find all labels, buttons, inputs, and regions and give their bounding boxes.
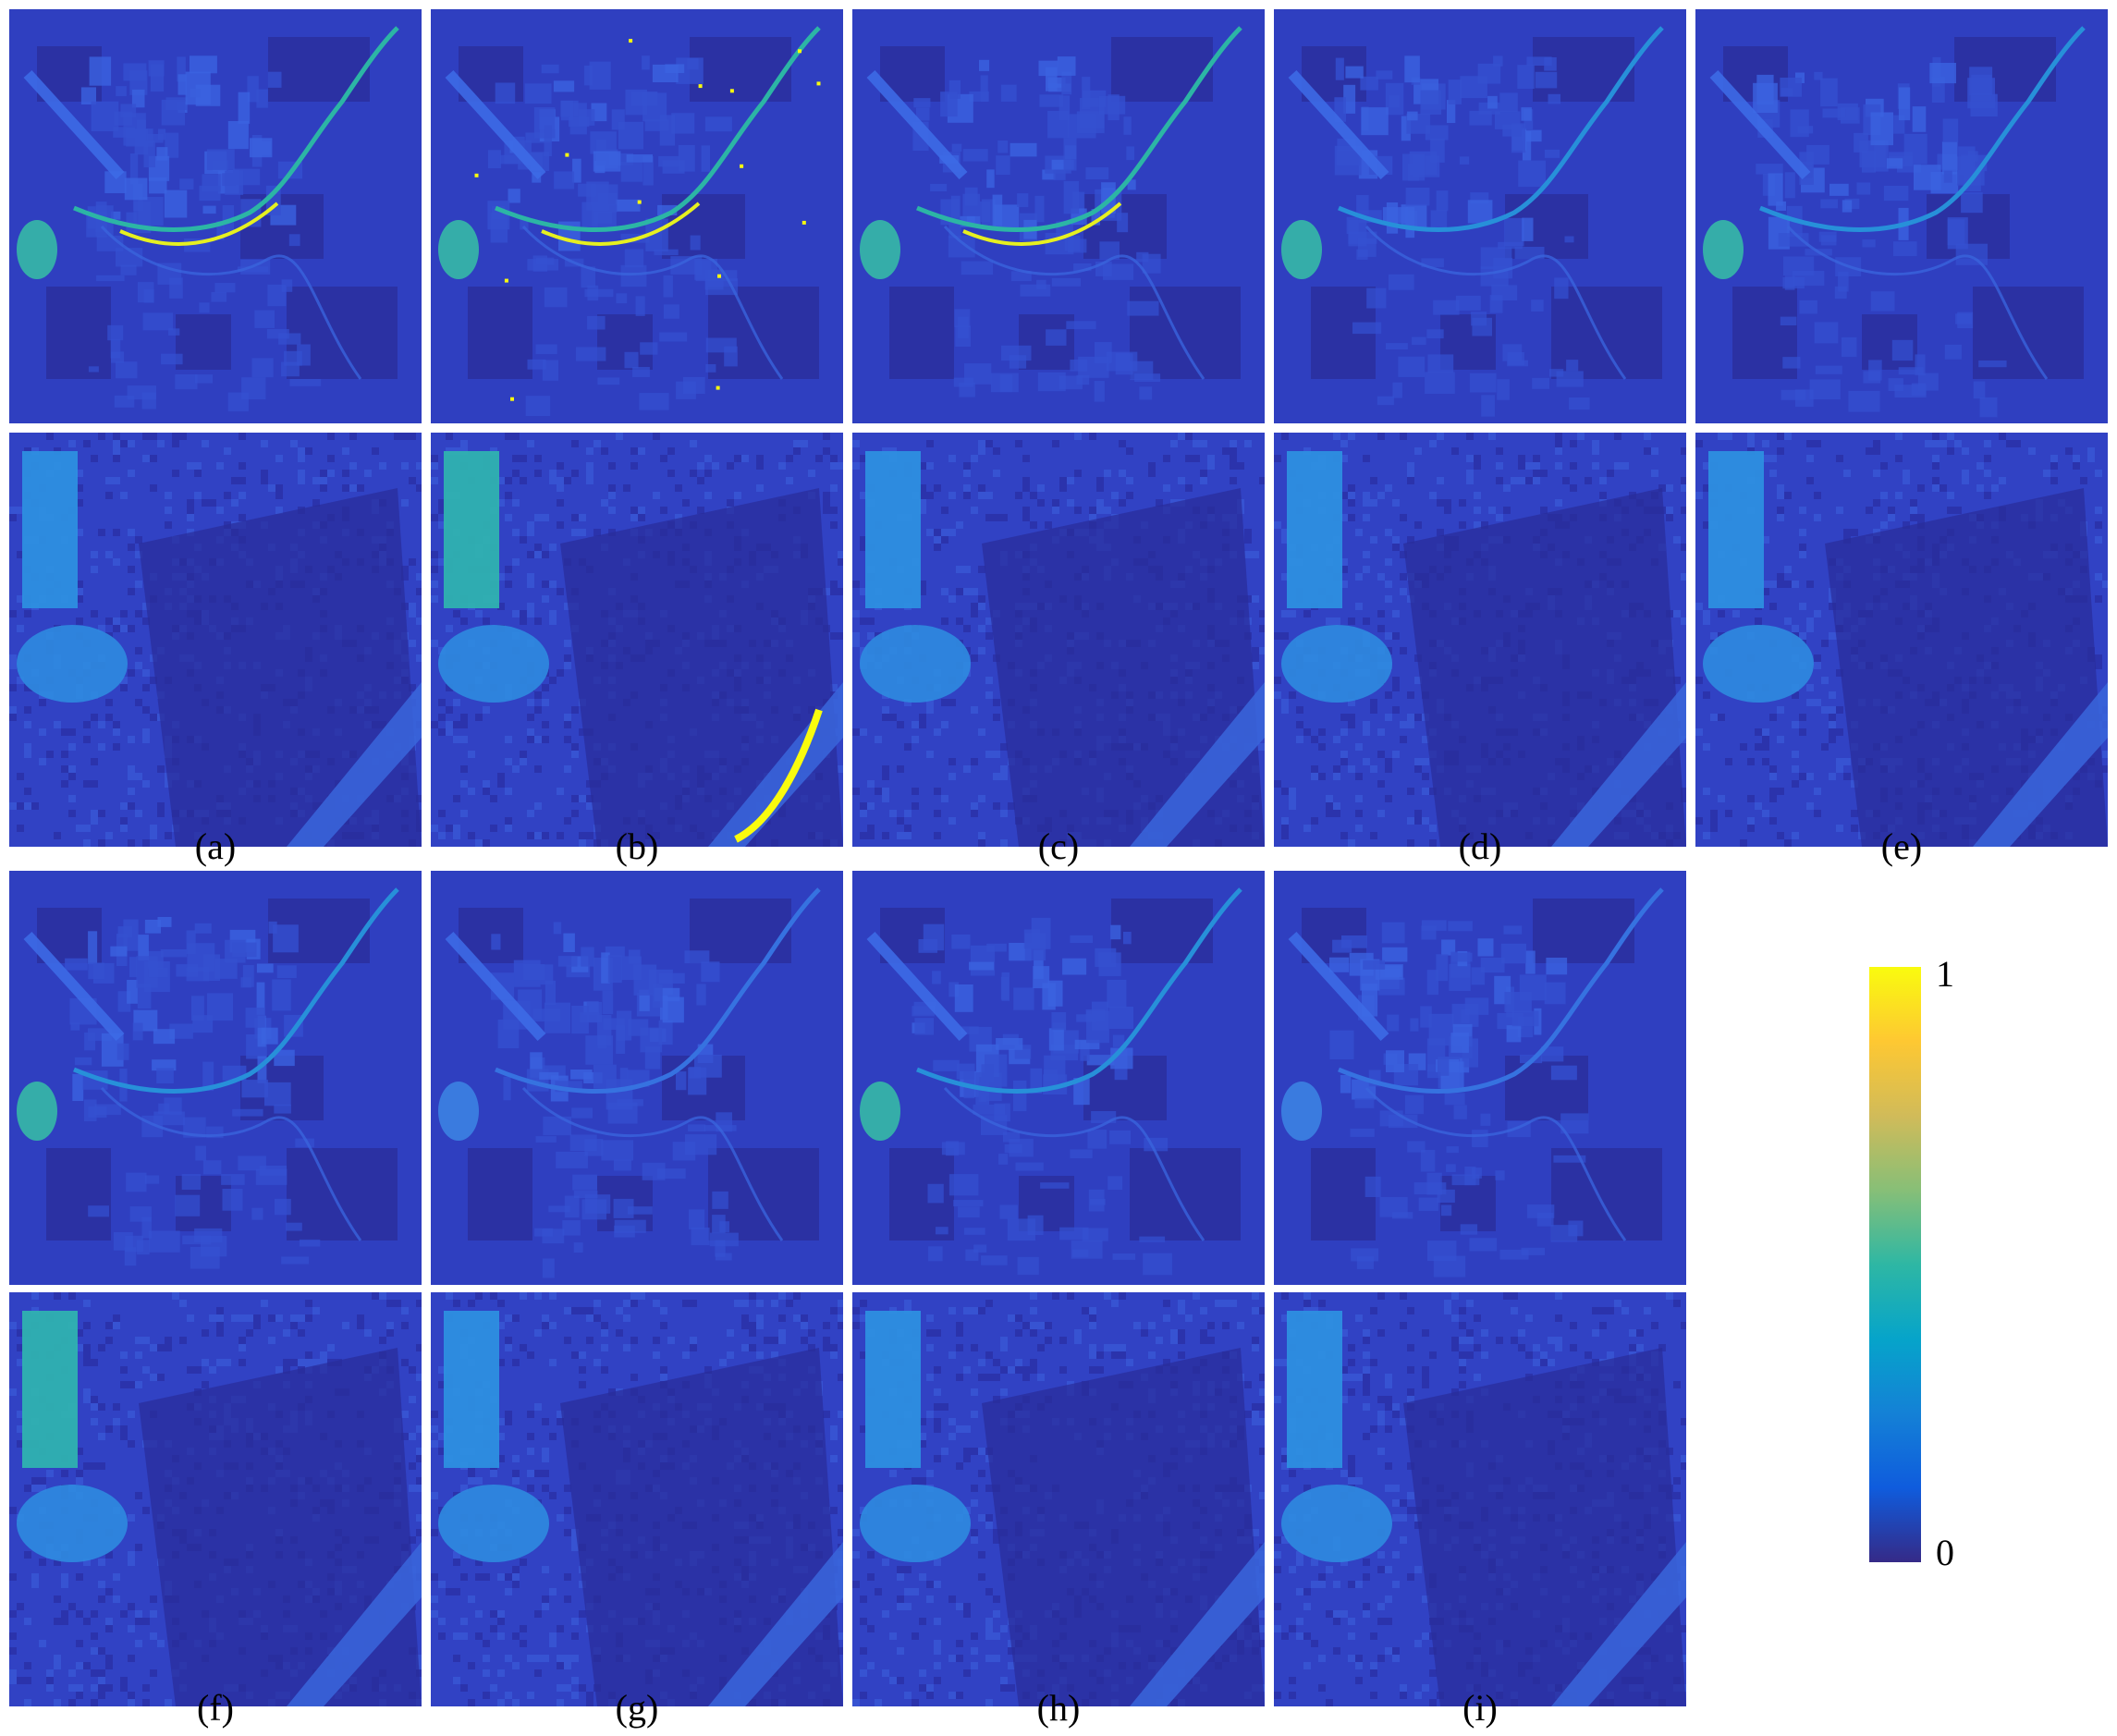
heatmap-panel-b-full (431, 9, 843, 423)
caption-c: (c) (1037, 825, 1080, 867)
heatmap-panel-f-zoom (9, 1292, 422, 1706)
heatmap-panel-f-full (9, 871, 422, 1285)
heatmap-panel-c-zoom (852, 433, 1265, 847)
heatmap-panel-d-zoom (1274, 433, 1686, 847)
heatmap-panel-a-full (9, 9, 422, 423)
caption-f: (f) (197, 1687, 234, 1729)
caption-a: (a) (194, 825, 237, 867)
caption-g: (g) (615, 1687, 659, 1729)
caption-i: (i) (1462, 1687, 1498, 1729)
heatmap-panel-e-full (1695, 9, 2108, 423)
caption-d: (d) (1458, 825, 1502, 867)
heatmap-panel-d-full (1274, 9, 1686, 423)
heatmap-panel-e-zoom (1695, 433, 2108, 847)
heatmap-panel-b-zoom (431, 433, 843, 847)
heatmap-panel-g-full (431, 871, 843, 1285)
caption-e: (e) (1880, 825, 1923, 867)
heatmap-panel-h-full (852, 871, 1265, 1285)
colorbar (1869, 967, 1921, 1562)
heatmap-panel-c-full (852, 9, 1265, 423)
heatmap-panel-g-zoom (431, 1292, 843, 1706)
caption-b: (b) (615, 825, 659, 867)
colorbar-max-label: 1 (1936, 953, 1954, 995)
caption-h: (h) (1036, 1687, 1081, 1729)
colorbar-min-label: 0 (1936, 1532, 1954, 1573)
heatmap-panel-h-zoom (852, 1292, 1265, 1706)
heatmap-panel-i-full (1274, 871, 1686, 1285)
heatmap-panel-i-zoom (1274, 1292, 1686, 1706)
heatmap-panel-a-zoom (9, 433, 422, 847)
